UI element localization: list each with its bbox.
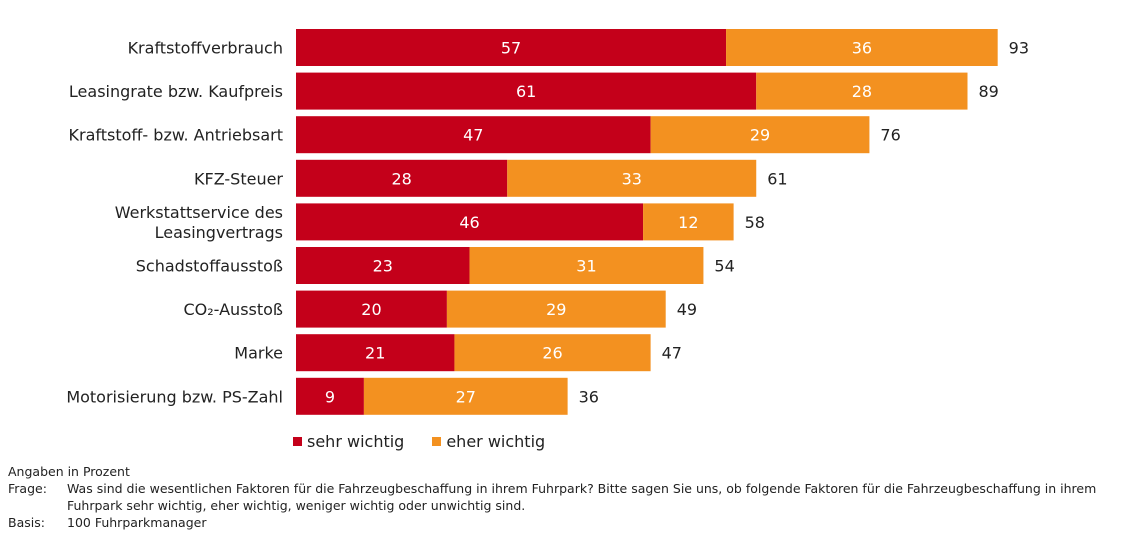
bar-segment [296,334,455,372]
category-label: Kraftstoff- bzw. Antriebsart [69,126,284,145]
category-label: Marke [234,344,283,363]
bar-value-label: 27 [456,387,476,406]
legend-swatch-eher-wichtig [432,437,442,446]
total-value-label: 89 [979,82,999,101]
bar-segment [296,116,651,154]
bar-segment [726,29,998,66]
bar-segment [296,159,508,197]
bar-value-label: 61 [516,82,536,101]
legend: sehr wichtig eher wichtig [293,432,545,451]
bar-value-label: 12 [678,213,698,232]
bar-value-label: 29 [546,300,566,319]
bar-segment [296,203,644,241]
total-value-label: 36 [579,387,599,406]
chart-notes: Angaben in Prozent Frage: Was sind die w… [8,463,1122,531]
bar-value-label: 31 [576,257,596,276]
legend-swatch-sehr-wichtig [293,437,302,446]
category-label: Werkstattservice des Leasingvertrags [115,203,283,242]
total-value-label: 61 [767,169,787,188]
total-value-label: 49 [677,300,697,319]
bar-segment [446,290,666,328]
bar-value-label: 26 [542,344,562,363]
legend-label-sehr-wichtig: sehr wichtig [307,432,405,451]
question-text: Was sind die wesentlichen Faktoren für d… [67,481,1097,513]
legend-item-eher-wichtig: eher wichtig [432,432,545,451]
total-value-label: 58 [745,213,765,232]
bar-value-label: 33 [622,169,642,188]
bar-value-label: 46 [459,213,479,232]
total-value-label: 93 [1009,39,1029,58]
bar-value-label: 20 [361,300,381,319]
bar-segment [296,377,364,415]
bar-segment [469,247,704,284]
category-label: Schadstoffausstoß [136,257,283,276]
stacked-bar-chart: Kraftstoffverbrauch 57 36 93 Leasingrate bzw… [66,29,1029,415]
total-value-label: 47 [662,344,682,363]
bar-segment [643,203,734,241]
question-note: Frage: Was sind die wesentlichen Faktore… [8,480,1122,514]
bar-segment [296,290,447,328]
bar-value-label: 9 [325,387,335,406]
bar-value-label: 36 [852,39,872,58]
legend-item-sehr-wichtig: sehr wichtig [293,432,404,451]
category-label: Kraftstoffverbrauch [128,39,283,58]
bar-segment [296,29,727,66]
bar-segment [454,334,651,372]
bar-segment [756,72,968,110]
bar-value-label: 47 [463,126,483,145]
bar-value-label: 57 [501,39,521,58]
bar-value-label: 21 [365,344,385,363]
basis-label: Basis: [8,515,45,530]
basis-text: 100 Fuhrparkmanager [67,515,207,530]
bar-value-label: 28 [391,169,411,188]
bar-value-label: 29 [750,126,770,145]
total-value-label: 76 [880,126,900,145]
category-label: Motorisierung bzw. PS-Zahl [66,387,283,406]
bar-segment [507,159,757,197]
legend-label-eher-wichtig: eher wichtig [446,432,546,451]
bar-segment [296,247,470,284]
basis-note: Basis: 100 Fuhrparkmanager [8,514,1122,531]
category-label: Leasingrate bzw. Kaufpreis [69,82,283,101]
bar-segment [296,72,757,110]
total-value-label: 54 [714,257,734,276]
bar-value-label: 28 [852,82,872,101]
category-label: KFZ-Steuer [194,169,283,188]
category-label: CO₂-Ausstoß [184,300,284,319]
unit-note: Angaben in Prozent [8,464,130,479]
question-label: Frage: [8,481,47,496]
bar-value-label: 23 [373,257,393,276]
bar-segment [650,116,870,154]
bar-segment [363,377,568,415]
